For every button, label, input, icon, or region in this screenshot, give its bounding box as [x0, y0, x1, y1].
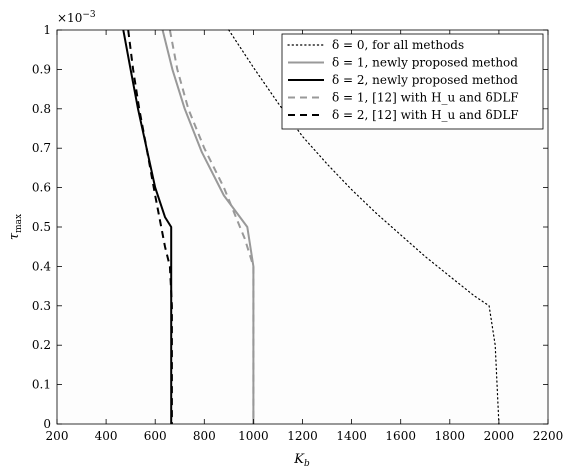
- y-tick-label: 0.4: [32, 259, 51, 273]
- x-tick-label: 200: [46, 429, 69, 443]
- x-tick-label: 600: [144, 429, 167, 443]
- legend: δ = 0, for all methods δ = 1, newly propo…: [281, 33, 544, 130]
- x-tick-label: 400: [95, 429, 118, 443]
- legend-label-3: δ = 2, newly proposed method: [332, 73, 518, 87]
- y-tick-label: 0.2: [32, 338, 51, 352]
- tick-marks: [56, 29, 549, 425]
- series-line-3: [122, 29, 173, 424]
- x-tick-labels: 200 400 600 800 1000 1200 1400 1600 1800 2000 2200: [46, 429, 564, 443]
- y-tick-labels: 0 0.1 0.2 0.3 0.4 0.5 0.6 0.7 0.8 0.9 1: [32, 23, 51, 431]
- x-tick-label: 1600: [385, 429, 416, 443]
- legend-box: [281, 33, 544, 130]
- y-tick-label: 0.3: [32, 299, 51, 313]
- x-tick-label: 2200: [533, 429, 564, 443]
- series-line-5: [127, 29, 173, 424]
- legend-label-5: δ = 2, [12] with H_u and δDLF: [332, 108, 519, 122]
- legend-label-2: δ = 1, newly proposed method: [332, 56, 518, 70]
- x-tick-label: 1400: [336, 429, 367, 443]
- y-tick-label: 0.9: [32, 62, 51, 76]
- y-tick-label: 0.7: [32, 141, 51, 155]
- y-tick-label: 0: [43, 417, 51, 431]
- y-tick-label: 0.8: [32, 102, 51, 116]
- series-line-1: [228, 29, 500, 425]
- y-tick-label: 0.1: [32, 378, 51, 392]
- y-axis-label: τmax: [7, 214, 24, 240]
- y-multiplier: ×10−3: [57, 10, 96, 25]
- x-axis-label: Kb: [293, 452, 310, 468]
- x-tick-label: 800: [193, 429, 216, 443]
- legend-label-1: δ = 0, for all methods: [332, 38, 464, 52]
- x-tick-label: 1000: [238, 429, 269, 443]
- y-tick-label: 0.5: [32, 220, 51, 234]
- series-line-4: [168, 29, 255, 424]
- y-tick-label: 0.6: [32, 181, 51, 195]
- legend-rows: δ = 0, for all methods δ = 1, newly propo…: [287, 38, 519, 122]
- series-layer: [122, 29, 500, 425]
- x-tick-label: 2000: [484, 429, 515, 443]
- x-tick-label: 1200: [287, 429, 318, 443]
- legend-label-4: δ = 1, [12] with H_u and δDLF: [332, 91, 519, 105]
- x-tick-label: 1800: [435, 429, 466, 443]
- y-tick-label: 1: [43, 23, 51, 37]
